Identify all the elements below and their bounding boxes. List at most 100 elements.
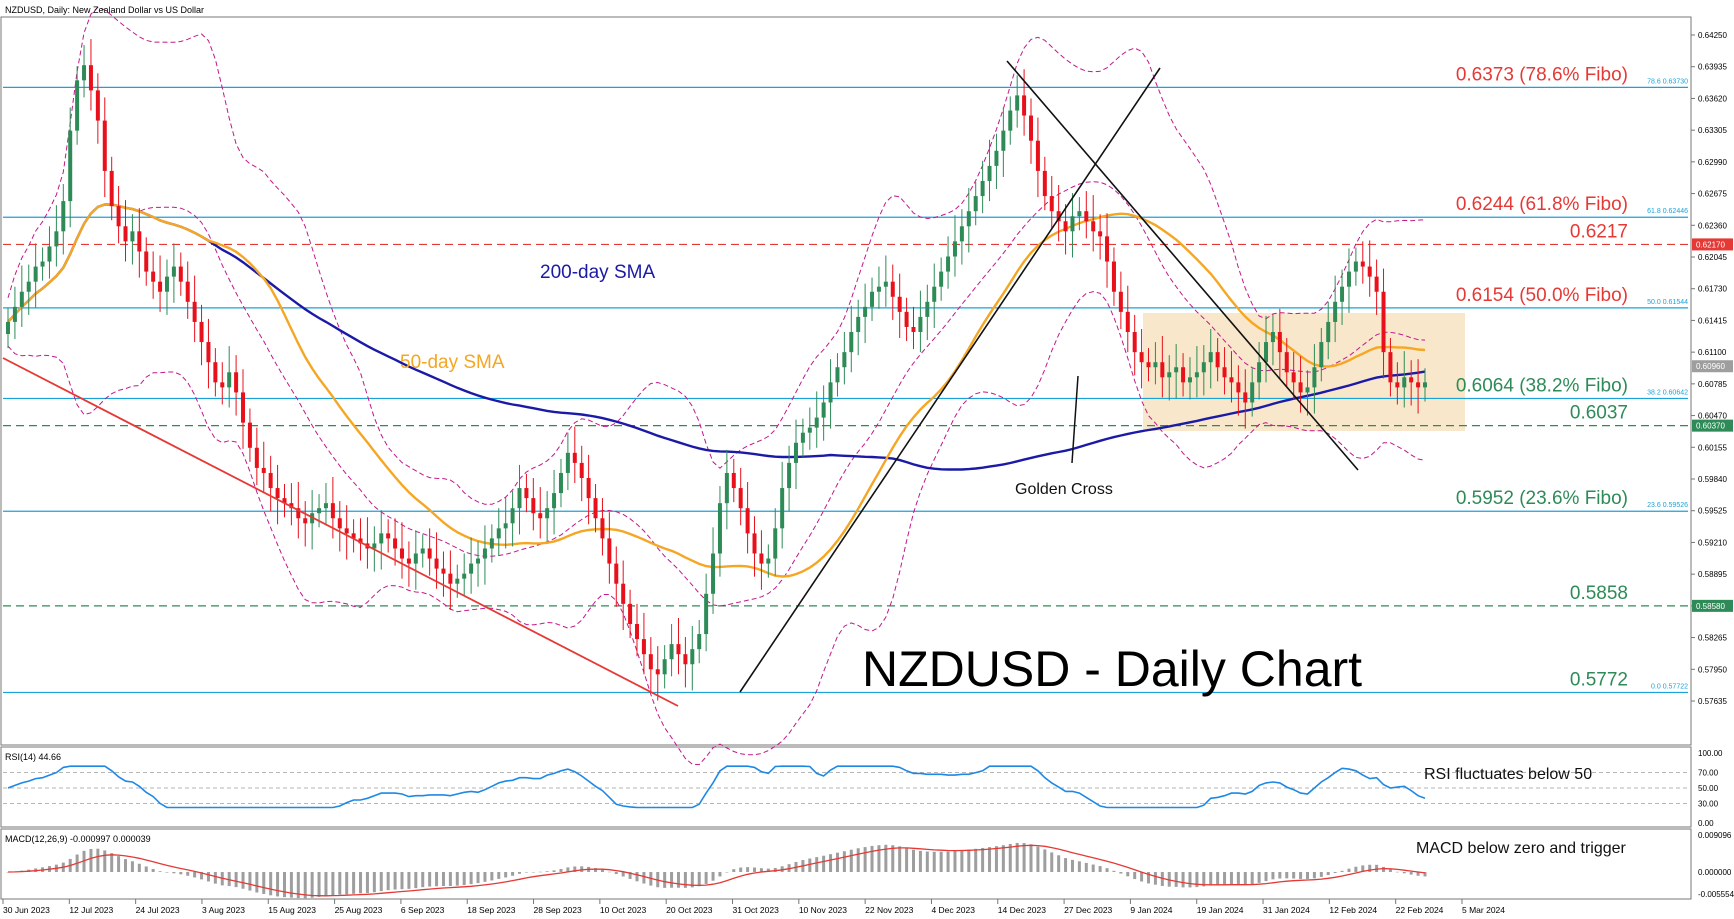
candle-132 — [918, 316, 923, 333]
macd-bar-20 — [144, 866, 148, 872]
candle-69 — [482, 548, 487, 559]
macd-bar-136 — [946, 851, 950, 872]
candle-33 — [234, 372, 239, 393]
candle-128 — [890, 281, 895, 297]
macd-bar-152 — [1057, 855, 1061, 872]
macd-bar-204 — [1416, 871, 1420, 876]
macd-bar-189 — [1312, 871, 1316, 879]
candle-34 — [241, 392, 246, 423]
macd-bar-40 — [282, 871, 286, 898]
xtick-label-8: 28 Sep 2023 — [534, 905, 582, 915]
macd-bar-45 — [317, 871, 321, 897]
macd-bar-151 — [1050, 852, 1054, 872]
level-label-7: 0.5858 — [1570, 583, 1628, 604]
macd-bar-49 — [345, 871, 349, 895]
candle-30 — [213, 362, 218, 383]
sma200-label: 200-day SMA — [540, 262, 655, 283]
rsi-tick-3: 30.00 — [1698, 800, 1719, 809]
candle-144 — [1001, 130, 1006, 151]
candle-152 — [1056, 211, 1061, 222]
candle-169 — [1174, 367, 1179, 373]
macd-bar-12 — [89, 848, 93, 872]
candle-89 — [621, 583, 626, 604]
candle-197 — [1367, 266, 1372, 277]
candle-186 — [1291, 372, 1296, 383]
candle-130 — [904, 311, 909, 327]
candle-172 — [1194, 372, 1199, 378]
candle-61 — [427, 548, 432, 559]
candle-0 — [6, 321, 10, 335]
candle-32 — [227, 372, 232, 388]
macd-bar-169 — [1174, 871, 1178, 887]
candle-129 — [897, 296, 902, 312]
candle-54 — [379, 533, 384, 544]
downtrend-line-red — [2, 357, 679, 707]
macd-bar-38 — [269, 871, 273, 896]
level-label-2: 0.6217 — [1570, 221, 1628, 242]
candle-190 — [1319, 342, 1324, 368]
golden-cross-pointer — [1071, 375, 1079, 464]
macd-bar-192 — [1333, 871, 1337, 873]
macd-bar-127 — [884, 844, 888, 872]
macd-bar-53 — [372, 871, 376, 893]
macd-bar-52 — [365, 871, 369, 893]
candle-13 — [95, 90, 100, 121]
candle-48 — [337, 518, 342, 529]
candle-88 — [614, 563, 619, 584]
candle-141 — [980, 180, 985, 197]
macd-bar-157 — [1091, 864, 1095, 872]
candle-187 — [1298, 382, 1303, 393]
candle-135 — [939, 271, 944, 287]
macd-bar-87 — [607, 871, 611, 873]
macd-bar-197 — [1368, 864, 1372, 872]
macd-bar-68 — [476, 871, 480, 884]
xtick-label-7: 18 Sep 2023 — [467, 905, 515, 915]
macd-bar-165 — [1147, 871, 1151, 884]
candle-198 — [1374, 276, 1379, 292]
candle-58 — [406, 558, 411, 564]
candle-155 — [1077, 211, 1082, 217]
ytick-label-14: 0.59840 — [1698, 475, 1727, 484]
candle-77 — [538, 513, 543, 519]
level-label-4: 0.6064 (38.2% Fibo) — [1456, 375, 1628, 396]
macd-bar-50 — [352, 871, 356, 894]
macd-bar-200 — [1388, 869, 1392, 872]
macd-bar-133 — [925, 851, 929, 872]
ytick-label-16: 0.59210 — [1698, 538, 1727, 547]
candle-148 — [1029, 115, 1034, 141]
candle-4 — [33, 266, 38, 282]
symbol-header: NZDUSD, Daily: New Zealand Dollar vs US … — [5, 5, 204, 15]
candle-80 — [558, 472, 563, 494]
macd-bar-164 — [1140, 871, 1144, 882]
candle-85 — [593, 498, 598, 519]
candle-49 — [344, 528, 349, 534]
ytick-label-3: 0.63305 — [1698, 126, 1727, 135]
candle-25 — [178, 266, 183, 282]
macd-bar-203 — [1409, 871, 1413, 875]
macd-bar-143 — [994, 846, 998, 872]
macd-bar-121 — [842, 851, 846, 872]
macd-bar-62 — [435, 871, 439, 887]
macd-bar-108 — [753, 867, 757, 872]
candle-2 — [19, 291, 24, 307]
macd-bar-28 — [200, 871, 204, 880]
macd-bar-158 — [1098, 866, 1102, 872]
macd-bar-41 — [289, 871, 293, 898]
candle-63 — [441, 568, 446, 574]
candle-123 — [856, 316, 861, 333]
candle-196 — [1360, 261, 1365, 267]
candle-146 — [1015, 95, 1020, 111]
macd-bar-74 — [518, 871, 522, 874]
macd-bar-56 — [393, 871, 397, 890]
macd-bar-85 — [594, 868, 598, 872]
candle-59 — [413, 553, 418, 564]
macd-bar-43 — [303, 871, 307, 899]
candle-16 — [116, 206, 121, 227]
macd-bar-75 — [524, 871, 528, 873]
xtick-label-12: 10 Nov 2023 — [799, 905, 847, 915]
macd-bar-47 — [331, 871, 335, 896]
level-tag-3: 50.0 0.61544 — [1647, 299, 1688, 306]
macd-bar-78 — [545, 871, 549, 872]
candle-112 — [780, 488, 785, 529]
macd-bar-118 — [822, 855, 826, 872]
